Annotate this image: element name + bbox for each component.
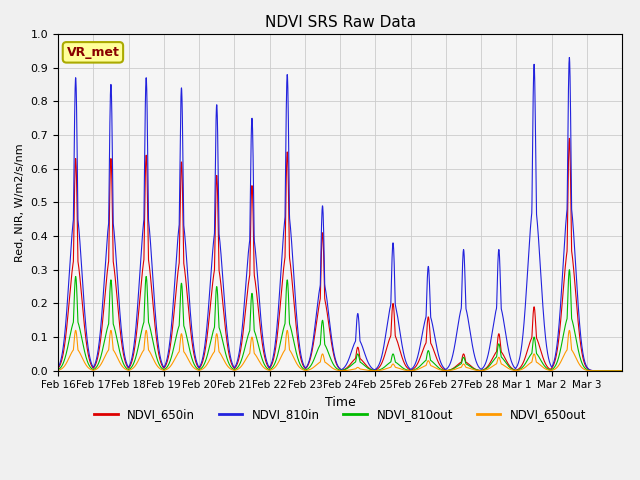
Text: VR_met: VR_met bbox=[67, 46, 120, 59]
Y-axis label: Red, NIR, W/m2/s/nm: Red, NIR, W/m2/s/nm bbox=[15, 143, 25, 262]
Legend: NDVI_650in, NDVI_810in, NDVI_810out, NDVI_650out: NDVI_650in, NDVI_810in, NDVI_810out, NDV… bbox=[90, 403, 591, 425]
X-axis label: Time: Time bbox=[324, 396, 355, 409]
Title: NDVI SRS Raw Data: NDVI SRS Raw Data bbox=[264, 15, 416, 30]
